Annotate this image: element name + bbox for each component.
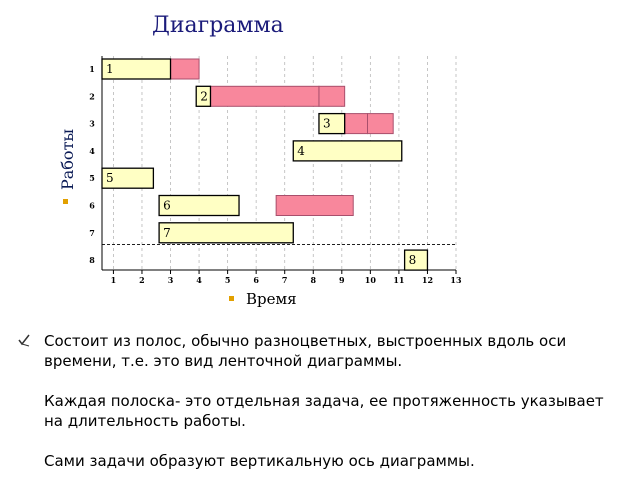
y-tick-label: 1 xyxy=(89,64,95,74)
slack-segment xyxy=(344,113,368,135)
slack-segment xyxy=(170,58,200,80)
task-bar: 6 xyxy=(158,194,354,217)
x-tick-label: 1 xyxy=(111,275,117,285)
y-tick-label: 2 xyxy=(89,91,95,101)
y-ticks: 1 2 3 4 5 6 7 8 xyxy=(89,64,95,265)
note-paragraph: Состоит из полос, обычно разноцветных, в… xyxy=(44,332,567,370)
slack-segment xyxy=(209,85,320,107)
bars: 1 2 3 4 5 6 7 8 xyxy=(101,58,429,271)
x-tick-label: 7 xyxy=(282,275,288,285)
axes xyxy=(101,56,456,271)
bullet-icon xyxy=(229,296,234,301)
x-axis-label: Время xyxy=(246,290,297,308)
task-segment xyxy=(158,222,294,244)
y-tick-label: 3 xyxy=(89,119,95,129)
task-segment xyxy=(292,140,403,162)
task-label: 4 xyxy=(297,144,305,158)
x-tick-label: 6 xyxy=(253,275,259,285)
task-segment xyxy=(158,194,240,217)
slack-segment xyxy=(275,195,354,216)
y-tick-label: 6 xyxy=(89,201,95,211)
slack-segment xyxy=(367,113,394,135)
x-tick-label: 12 xyxy=(422,275,433,285)
task-segment xyxy=(403,249,429,271)
task-segment xyxy=(101,58,172,80)
note-paragraph: Сами задачи образуют вертикальную ось ди… xyxy=(44,452,475,470)
x-tick-label: 13 xyxy=(450,275,462,285)
notes-block: Состоит из полос, обычно разноцветных, в… xyxy=(18,331,614,491)
x-tick-label: 2 xyxy=(139,275,145,285)
task-label: 2 xyxy=(200,89,208,103)
task-bar: 4 xyxy=(292,140,403,162)
y-tick-label: 4 xyxy=(89,146,95,156)
task-segment xyxy=(101,167,155,189)
checkmark-bullet-icon xyxy=(18,334,30,347)
task-label: 3 xyxy=(323,117,331,131)
task-label: 7 xyxy=(163,226,171,240)
task-label: 6 xyxy=(163,199,171,213)
task-label: 1 xyxy=(106,62,114,76)
x-ticks: 1 2 3 4 5 6 7 8 9 10 11 12 13 xyxy=(111,270,462,285)
task-segment xyxy=(318,112,346,135)
x-tick-label: 8 xyxy=(310,275,316,285)
task-bar: 5 xyxy=(101,167,155,189)
slack-segment xyxy=(318,85,346,107)
task-bar: 3 xyxy=(318,112,394,135)
y-tick-label: 8 xyxy=(89,255,95,265)
x-tick-label: 10 xyxy=(365,275,377,285)
task-bar: 7 xyxy=(158,222,294,244)
x-tick-label: 3 xyxy=(168,275,174,285)
note-paragraph: Каждая полоска- это отдельная задача, ее… xyxy=(44,392,604,430)
task-segment xyxy=(195,85,212,107)
x-tick-label: 9 xyxy=(339,275,345,285)
task-bar: 1 xyxy=(101,58,200,80)
y-tick-label: 7 xyxy=(89,228,95,238)
task-bar: 2 xyxy=(195,85,346,107)
task-label: 8 xyxy=(409,253,417,267)
bullet-icon xyxy=(63,199,68,204)
y-axis-label: Работы xyxy=(58,129,77,190)
x-tick-label: 11 xyxy=(393,275,404,285)
x-tick-label: 5 xyxy=(225,275,231,285)
task-label: 5 xyxy=(106,171,114,185)
task-bar: 8 xyxy=(403,249,429,271)
chart-title: Диаграмма xyxy=(152,13,284,38)
y-tick-label: 5 xyxy=(89,173,95,183)
x-tick-label: 4 xyxy=(196,275,202,285)
